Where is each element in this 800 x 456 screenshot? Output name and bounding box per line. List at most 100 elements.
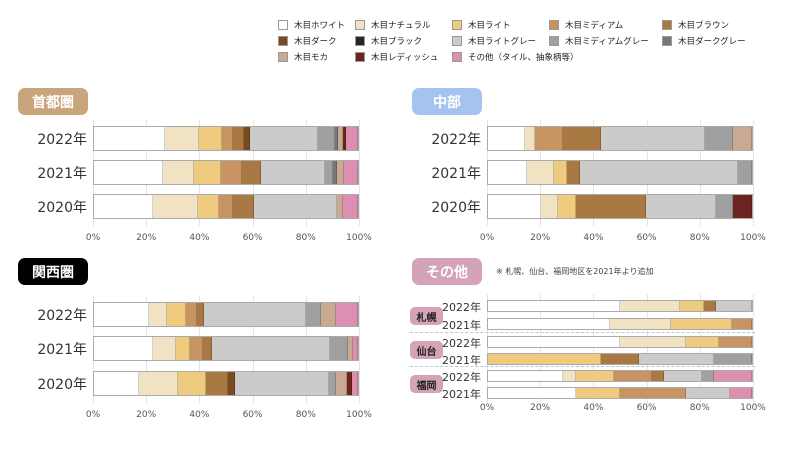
bar-segment — [333, 161, 337, 184]
legend-label: 木目ブラック — [371, 37, 423, 47]
legend-swatch — [355, 20, 365, 30]
stacked-bar — [487, 300, 753, 312]
legend-item: 木目ライトグレー — [452, 35, 536, 47]
bar-segment — [488, 388, 576, 398]
bar-segment — [228, 372, 235, 395]
stacked-bar — [93, 126, 359, 151]
bar-segment — [306, 303, 322, 326]
city-badge: 福岡 — [410, 375, 443, 393]
bar-segment — [488, 161, 528, 184]
year-label: 2021年 — [442, 387, 481, 401]
bar-segment — [221, 127, 234, 150]
bar-segment — [540, 195, 558, 218]
legend-item: 木目ブラック — [355, 35, 422, 47]
bar-segment — [701, 371, 715, 381]
legend-item: 木目ライト — [452, 19, 511, 31]
legend-swatch — [355, 36, 365, 46]
year-label: 2021年 — [37, 342, 87, 359]
legend-label: 木目ライトグレー — [468, 37, 537, 47]
bar-segment — [525, 127, 536, 150]
bar-segment — [619, 388, 686, 398]
bar-segment — [233, 127, 245, 150]
bar-segment — [335, 372, 347, 395]
bar-segment — [94, 337, 154, 360]
year-label: 2022年 — [442, 370, 481, 384]
stacked-bar — [487, 318, 753, 330]
legend: 木目ホワイト 木目ナチュラル 木目ライト 木目ミディアム 木目ブラウン 木目ダーク 木目ブラ… — [275, 19, 775, 67]
bar-segment — [346, 372, 353, 395]
stacked-bar — [487, 387, 753, 399]
legend-swatch — [278, 20, 288, 30]
stacked-bar — [93, 194, 359, 219]
year-label: 2021年 — [442, 353, 481, 367]
legend-label: 木目ライト — [468, 21, 511, 31]
bar-segment — [175, 337, 190, 360]
bar-segment — [613, 371, 652, 381]
bar-segment — [488, 301, 620, 311]
legend-swatch — [452, 36, 462, 46]
legend-label: 木目ミディアムグレー — [565, 37, 649, 47]
year-label: 2022年 — [37, 308, 87, 325]
gridline — [646, 294, 648, 404]
x-tick-label: 100% — [740, 403, 766, 413]
x-tick-label: 100% — [740, 233, 766, 243]
stacked-bar — [487, 370, 753, 382]
bar-segment — [714, 371, 752, 381]
bar-segment — [232, 195, 255, 218]
year-label: 2022年 — [442, 336, 481, 350]
legend-label: 木目レディッシュ — [371, 53, 439, 63]
x-tick-label: 60% — [242, 233, 263, 243]
x-tick-label: 60% — [636, 233, 657, 243]
bar-segment — [703, 301, 716, 311]
footnote: ※ 札幌、仙台、福岡地区を2021年より追加 — [496, 267, 654, 276]
city-badge: 仙台 — [410, 341, 443, 359]
bar-segment — [220, 161, 242, 184]
legend-swatch — [549, 20, 559, 30]
bar-segment — [250, 127, 318, 150]
group-divider — [410, 366, 755, 367]
bar-segment — [234, 372, 330, 395]
bar-segment — [563, 371, 576, 381]
legend-label: その他（タイル、抽象柄等） — [468, 53, 579, 63]
bar-segment — [619, 301, 680, 311]
bar-segment — [638, 354, 714, 364]
x-tick-label: 20% — [530, 233, 551, 243]
legend-item: その他（タイル、抽象柄等） — [452, 51, 579, 63]
legend-swatch — [452, 52, 462, 62]
year-label: 2021年 — [37, 166, 87, 183]
stacked-bar — [93, 336, 359, 361]
legend-item: 木目レディッシュ — [355, 51, 438, 63]
bar-segment — [575, 388, 620, 398]
bar-segment — [153, 195, 199, 218]
x-tick-label: 100% — [346, 233, 372, 243]
legend-swatch — [662, 20, 672, 30]
bar-segment — [212, 337, 331, 360]
bar-segment — [321, 303, 336, 326]
bar-segment — [527, 161, 554, 184]
legend-label: 木目ホワイト — [294, 21, 346, 31]
bar-segment — [715, 301, 752, 311]
gridline — [593, 294, 595, 404]
x-tick-label: 40% — [189, 233, 210, 243]
bar-segment — [651, 371, 665, 381]
stacked-bar — [93, 371, 359, 396]
bar-segment — [664, 371, 702, 381]
x-tick-label: 20% — [530, 403, 551, 413]
stacked-bar — [487, 336, 753, 348]
gridline — [359, 296, 360, 403]
region-badge: 首都圏 — [18, 88, 88, 115]
legend-swatch — [278, 52, 288, 62]
bar-segment — [729, 388, 752, 398]
bar-segment — [733, 127, 752, 150]
legend-item: 木目ミディアムグレー — [549, 35, 649, 47]
bar-segment — [352, 372, 358, 395]
x-tick-label: 80% — [295, 410, 316, 420]
bar-segment — [562, 127, 601, 150]
bar-segment — [198, 195, 220, 218]
bar-segment — [718, 337, 752, 347]
year-label: 2022年 — [442, 300, 481, 314]
bar-segment — [600, 127, 705, 150]
stacked-bar — [487, 194, 753, 219]
legend-item: 木目ナチュラル — [355, 19, 431, 31]
bar-segment — [553, 161, 567, 184]
